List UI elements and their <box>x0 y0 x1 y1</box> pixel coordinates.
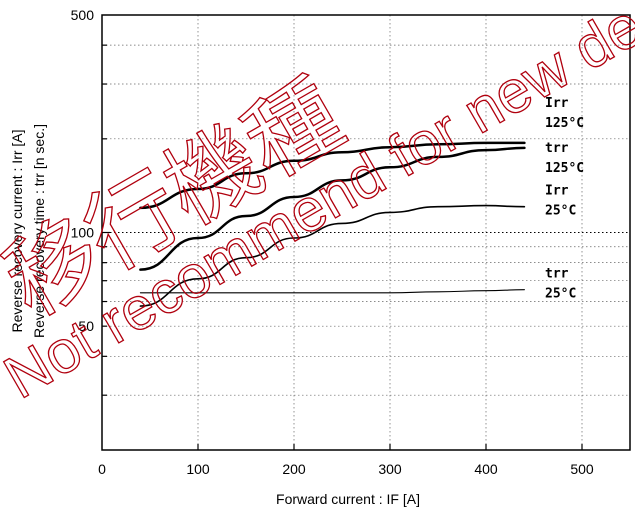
series-label: 125°C <box>545 116 584 131</box>
y-tick-label: 100 <box>71 225 95 241</box>
series-label: Irr <box>545 96 569 111</box>
series-line <box>139 289 525 294</box>
grid-layer <box>102 15 630 450</box>
series-label: 125°C <box>545 161 584 176</box>
x-tick-label: 100 <box>186 461 210 477</box>
plot-frame <box>101 14 631 451</box>
y-tick-label: 500 <box>71 7 95 23</box>
y-axis-title-trr: Reverse recovery time : trr [n sec.] <box>31 124 47 338</box>
series-line <box>139 141 526 210</box>
series-label: Irr <box>545 184 569 199</box>
series-layer <box>139 141 526 307</box>
label-layer: 0 100 200 300 400 500 50 100 500 Irr 125°C trr 125°C… <box>71 7 594 477</box>
series-label: trr <box>545 267 569 282</box>
x-tick-label: 300 <box>378 461 402 477</box>
series-label: 25°C <box>545 287 576 302</box>
x-axis-title: Forward current : IF [A] <box>276 491 420 507</box>
x-tick-label: 500 <box>570 461 594 477</box>
x-tick-label: 400 <box>474 461 498 477</box>
watermark: 移行機種 Not recommend for new design. <box>0 0 635 412</box>
series-line <box>139 204 526 307</box>
y-tick-label: 50 <box>78 318 94 334</box>
y-axis-title-irr: Reverse recovery current : Irr [A] <box>9 129 25 332</box>
series-label: 25°C <box>545 204 576 219</box>
x-tick-label: 0 <box>98 461 106 477</box>
series-line <box>139 146 526 271</box>
series-label: trr <box>545 141 569 156</box>
x-tick-label: 200 <box>282 461 306 477</box>
